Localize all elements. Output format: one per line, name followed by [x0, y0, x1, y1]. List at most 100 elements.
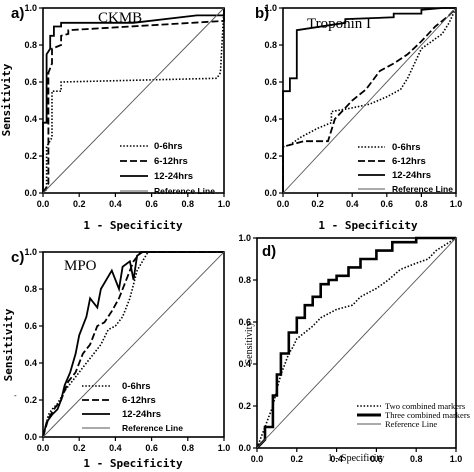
x-tick-label: 0.4	[346, 199, 359, 209]
roc-panel-a: 0.0 0.2 0.4 0.6 0.8 1.00.00.20.40.60.81.00-6h…	[0, 3, 230, 232]
y-tick-label: 0.4	[264, 114, 277, 124]
y-axis-label: Sensitivity	[0, 63, 13, 136]
x-tick-label: 0.8	[410, 454, 423, 464]
x-tick-label: 0.4	[109, 443, 122, 453]
legend-label-three-combined-markers: Three combined markers	[385, 410, 470, 420]
y-tick-label: 0.0	[264, 188, 277, 198]
series-line-6-12hrs	[42, 8, 225, 194]
legend: 0-6hrs 6-12hrs 12-24hrs Reference Line	[120, 141, 215, 196]
x-tick-label: 0.8	[182, 199, 195, 209]
roc-panel-d: 0.0 0.2 0.4 0.6 0.8 1.0 0.0 0.2 0.4 0.6 0.8 1.0 Two …	[238, 233, 469, 464]
x-tick-label: 0.2	[73, 199, 86, 209]
panel-tag: b)	[255, 5, 269, 22]
legend-label-12-24hrs: 12-24hrs	[392, 170, 431, 181]
panel-tag: d)	[262, 243, 276, 260]
y-tick-label: 0.2	[24, 151, 37, 161]
x-tick-label: 1.0	[218, 443, 231, 453]
legend-label-reference-line: Reference Line	[385, 419, 437, 429]
series-line-0-6hrs	[282, 7, 457, 193]
legend: 0-6hrs 6-12hrs 12-24hrs Reference Line	[82, 381, 183, 433]
legend-label-reference-line: Reference Line	[154, 186, 215, 196]
panel-title: Troponin I	[307, 16, 371, 32]
x-tick-label: 0.6	[145, 199, 158, 209]
plot-frame	[42, 7, 225, 194]
y-tick-label: 1.0	[24, 3, 37, 13]
x-axis-label: 1 - Specificity	[318, 219, 418, 232]
y-axis-label: Sensitivity	[2, 308, 15, 381]
x-tick-label: 0.6	[381, 199, 394, 209]
x-tick-label: 0.8	[415, 199, 428, 209]
legend-label-0-6hrs: 0-6hrs	[122, 381, 151, 392]
y-tick-label: 0.8	[264, 40, 277, 50]
legend-label-two-combined-markers: Two combined markers	[385, 401, 465, 411]
x-tick-label: 1.0	[450, 199, 463, 209]
series-line-12-24hrs	[42, 251, 224, 438]
y-tick-label: 0.2	[264, 151, 277, 161]
y-tick-label: 0.8	[24, 284, 37, 294]
series-line-reference-line	[42, 251, 225, 438]
x-tick-label: 0.8	[182, 443, 195, 453]
legend-label-6-12hrs: 6-12hrs	[122, 395, 156, 406]
series-line-0-6hrs	[42, 251, 224, 438]
y-tick-label: 0.6	[264, 77, 277, 87]
legend-label-reference-line: Reference Line	[122, 423, 183, 433]
y-tick-label: 0.4	[24, 114, 37, 124]
x-axis-label: 1 - Specificity	[83, 457, 183, 470]
legend-label-reference-line: Reference Line	[392, 184, 453, 194]
legend-label-12-24hrs: 12-24hrs	[122, 409, 161, 420]
x-tick-label: 0.6	[370, 454, 383, 464]
series-line-reference-line	[42, 7, 225, 194]
x-tick-label: 0.0	[37, 199, 50, 209]
panel-title: CKMB	[98, 10, 142, 26]
series-line-12-24hrs	[282, 7, 456, 193]
legend-label-0-6hrs: 0-6hrs	[154, 141, 183, 152]
x-tick-label: 0.0	[37, 443, 50, 453]
roc-panel-c: 0.0 0.2 0.4 0.6 0.8 1.0 0.0 0.2 0.4 0.6 0.8 1.0 0-6h…	[2, 247, 230, 470]
x-tick-label: 0.4	[109, 199, 122, 209]
panel-tag: a)	[11, 5, 24, 22]
x-tick-label: 0.6	[145, 443, 158, 453]
x-tick-label: 1.0	[450, 454, 463, 464]
series-line-three-combined-markers	[256, 236, 456, 449]
y-tick-label: 0.8	[24, 40, 37, 50]
series-line-12-24hrs	[42, 8, 225, 193]
x-tick-label: 0.2	[311, 199, 324, 209]
y-tick-label: 0.6	[238, 317, 251, 327]
y-tick-label: 0.2	[24, 395, 37, 405]
series-line-6-12hrs	[282, 7, 457, 193]
y-tick-label: 0.0	[24, 188, 37, 198]
legend-label-12-24hrs: 12-24hrs	[154, 171, 193, 182]
x-tick-label: 0.4	[330, 454, 343, 464]
x-tick-label: 1.0	[218, 199, 231, 209]
y-tick-label: 0.6	[24, 321, 37, 331]
plot-frame	[256, 237, 457, 449]
x-tick-label: 0.2	[73, 443, 86, 453]
panel-title: MPO	[64, 258, 97, 274]
x-axis-label: 1 - Specificity	[83, 219, 183, 232]
y-tick-label: 0.8	[238, 275, 251, 285]
y-axis-label: Sensitivity	[244, 322, 255, 365]
y-tick-label: 0.6	[24, 77, 37, 87]
y-tick-label: 0.0	[24, 432, 37, 442]
x-tick-label: 0.0	[277, 199, 290, 209]
legend-label-0-6hrs: 0-6hrs	[392, 142, 421, 153]
series-line-reference-line	[256, 237, 457, 449]
y-tick-label: 1.0	[264, 3, 277, 13]
y-tick-label: 0.4	[238, 359, 251, 369]
plot-frame	[42, 251, 225, 438]
y-tick-label: 1.0	[238, 233, 251, 243]
x-tick-label: 0.0	[251, 454, 264, 464]
legend-label-6-12hrs: 6-12hrs	[154, 156, 188, 167]
y-tick-label: 0.2	[238, 401, 251, 411]
x-axis-label: 1 - Specificity	[328, 453, 385, 464]
series-line-reference-line	[282, 7, 457, 194]
legend-label-6-12hrs: 6-12hrs	[392, 156, 426, 167]
legend: 0-6hrs 6-12hrs 12-24hrs Reference Line	[358, 142, 453, 194]
stray-mark: -	[14, 391, 17, 400]
series-line-0-6hrs	[42, 7, 225, 194]
y-tick-label: 0.0	[238, 443, 251, 453]
y-tick-label: 1.0	[24, 247, 37, 257]
panel-tag: c)	[11, 249, 24, 266]
